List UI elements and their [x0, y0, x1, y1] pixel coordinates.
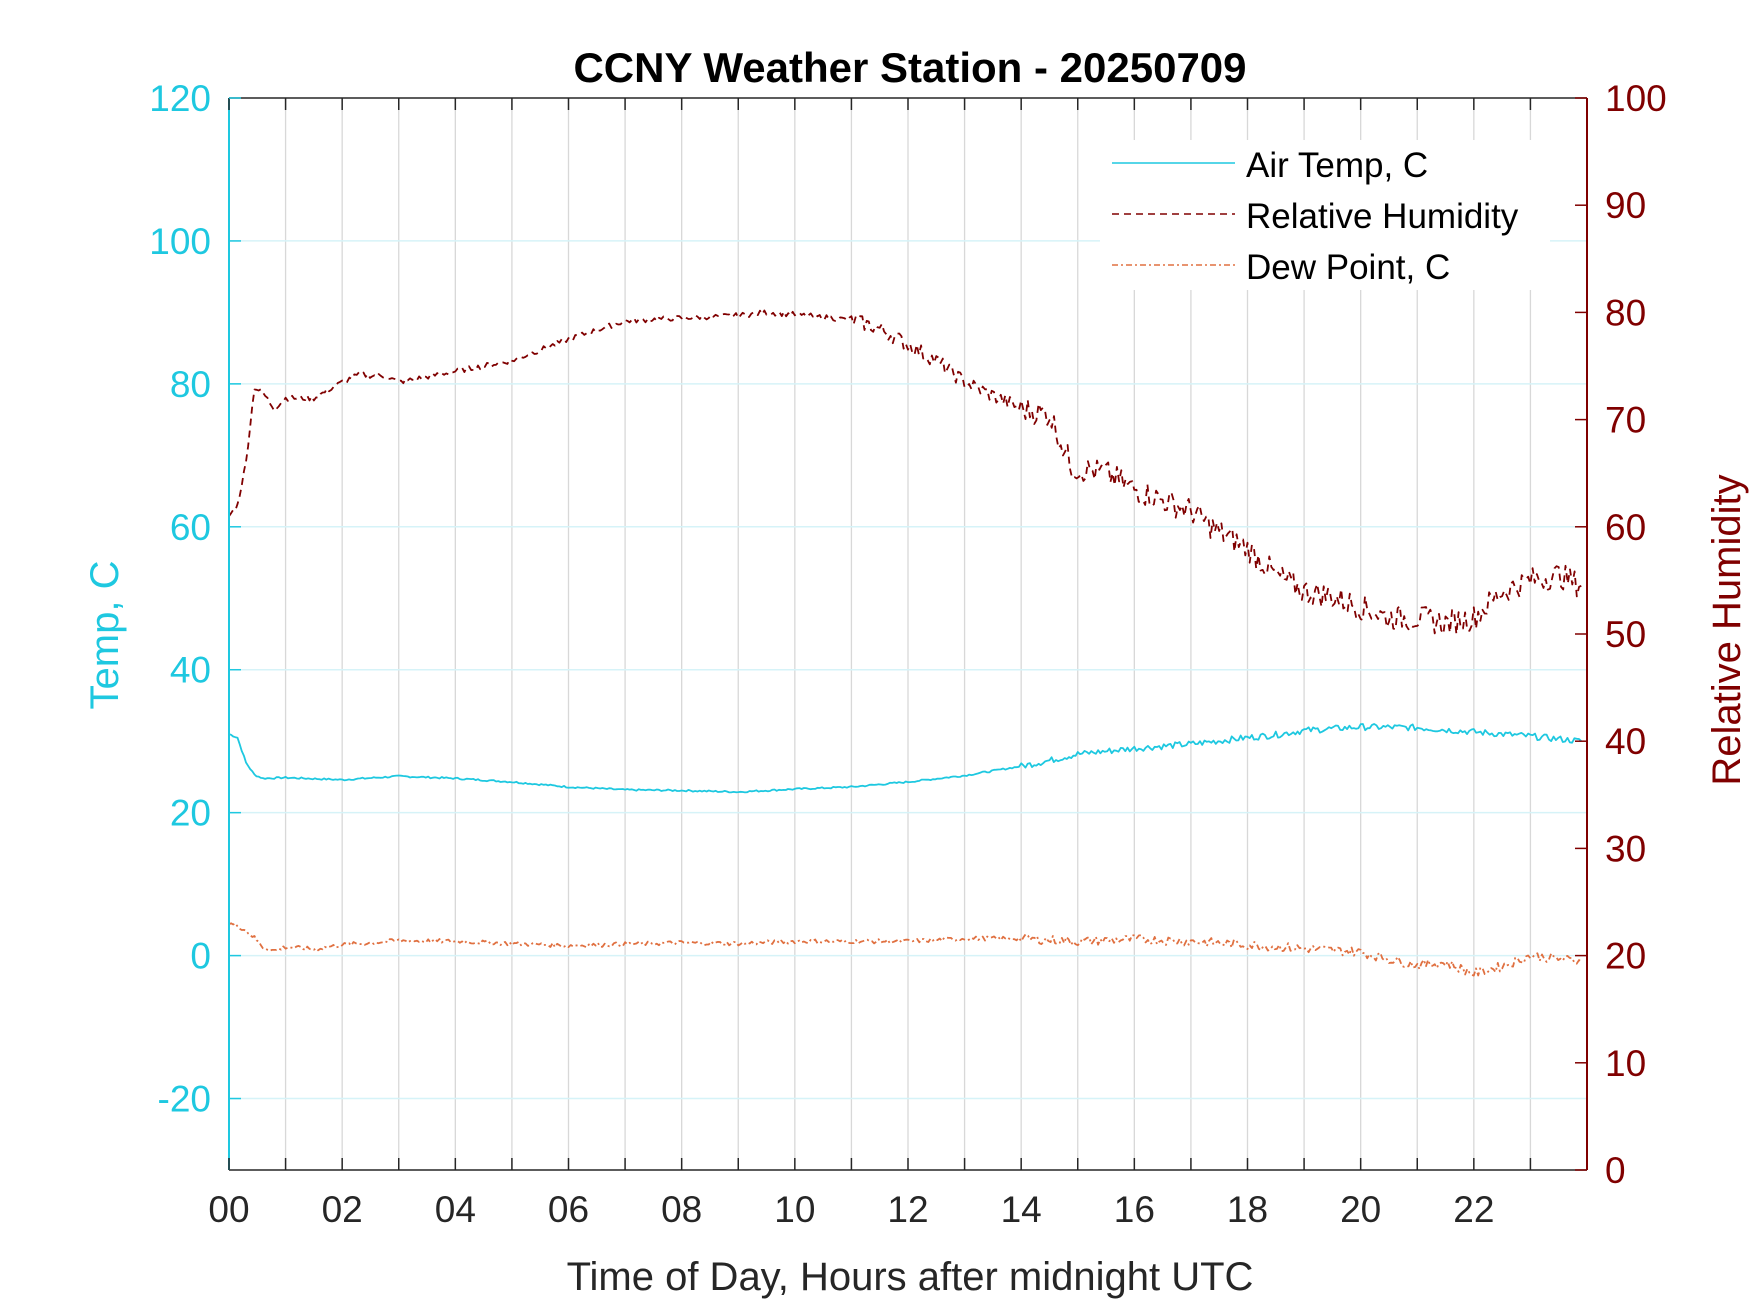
y-left-tick-label: 40: [170, 650, 211, 691]
legend: Air Temp, C Relative Humidity Dew Point,…: [1100, 140, 1550, 290]
ticks-layer: 00 02 04 06 08 10 12 14 16 18 20 22-200204060801001…: [149, 78, 1666, 1230]
y-right-tick-label: 0: [1605, 1150, 1626, 1191]
x-tick-label: 20: [1340, 1189, 1381, 1230]
legend-box: [1100, 140, 1550, 290]
x-axis-label: Time of Day, Hours after midnight UTC: [567, 1255, 1254, 1299]
y-right-tick-label: 40: [1605, 721, 1646, 762]
y-axis-left-label: Temp, C: [83, 561, 127, 710]
series-line-relative-humidity: [228, 309, 1582, 635]
y-right-tick-label: 50: [1605, 614, 1646, 655]
series-layer: [228, 309, 1582, 977]
y-left-tick-label: -20: [158, 1079, 211, 1120]
y-left-tick-label: 0: [190, 936, 211, 977]
y-right-tick-label: 90: [1605, 185, 1646, 226]
x-tick-label: 22: [1453, 1189, 1494, 1230]
x-tick-label: 02: [322, 1189, 363, 1230]
y-left-tick-label: 120: [149, 78, 211, 119]
series-line-dew-point-c: [228, 922, 1582, 977]
grid-layer: [229, 98, 1587, 1170]
x-tick-label: 08: [661, 1189, 702, 1230]
y-right-tick-label: 70: [1605, 400, 1646, 441]
legend-label-relative-humidity: Relative Humidity: [1246, 197, 1519, 236]
y-left-tick-label: 100: [149, 221, 211, 262]
y-axis-right-label: Relative Humidity: [1705, 474, 1749, 785]
x-tick-label: 14: [1001, 1189, 1042, 1230]
legend-label-dew-point: Dew Point, C: [1246, 248, 1450, 287]
chart-title: CCNY Weather Station - 20250709: [573, 44, 1246, 91]
y-right-tick-label: 100: [1605, 78, 1667, 119]
y-right-tick-label: 20: [1605, 936, 1646, 977]
x-tick-label: 06: [548, 1189, 589, 1230]
x-tick-label: 18: [1227, 1189, 1268, 1230]
x-tick-label: 12: [887, 1189, 928, 1230]
y-right-tick-label: 30: [1605, 828, 1646, 869]
x-tick-label: 00: [208, 1189, 249, 1230]
x-tick-label: 10: [774, 1189, 815, 1230]
y-left-tick-label: 60: [170, 507, 211, 548]
x-tick-label: 04: [435, 1189, 476, 1230]
y-right-tick-label: 60: [1605, 507, 1646, 548]
y-right-tick-label: 80: [1605, 292, 1646, 333]
series-line-air-temp-c: [228, 723, 1582, 794]
x-tick-label: 16: [1114, 1189, 1155, 1230]
y-left-tick-label: 80: [170, 364, 211, 405]
y-left-tick-label: 20: [170, 793, 211, 834]
legend-label-air-temp: Air Temp, C: [1246, 146, 1428, 185]
y-right-tick-label: 10: [1605, 1043, 1646, 1084]
